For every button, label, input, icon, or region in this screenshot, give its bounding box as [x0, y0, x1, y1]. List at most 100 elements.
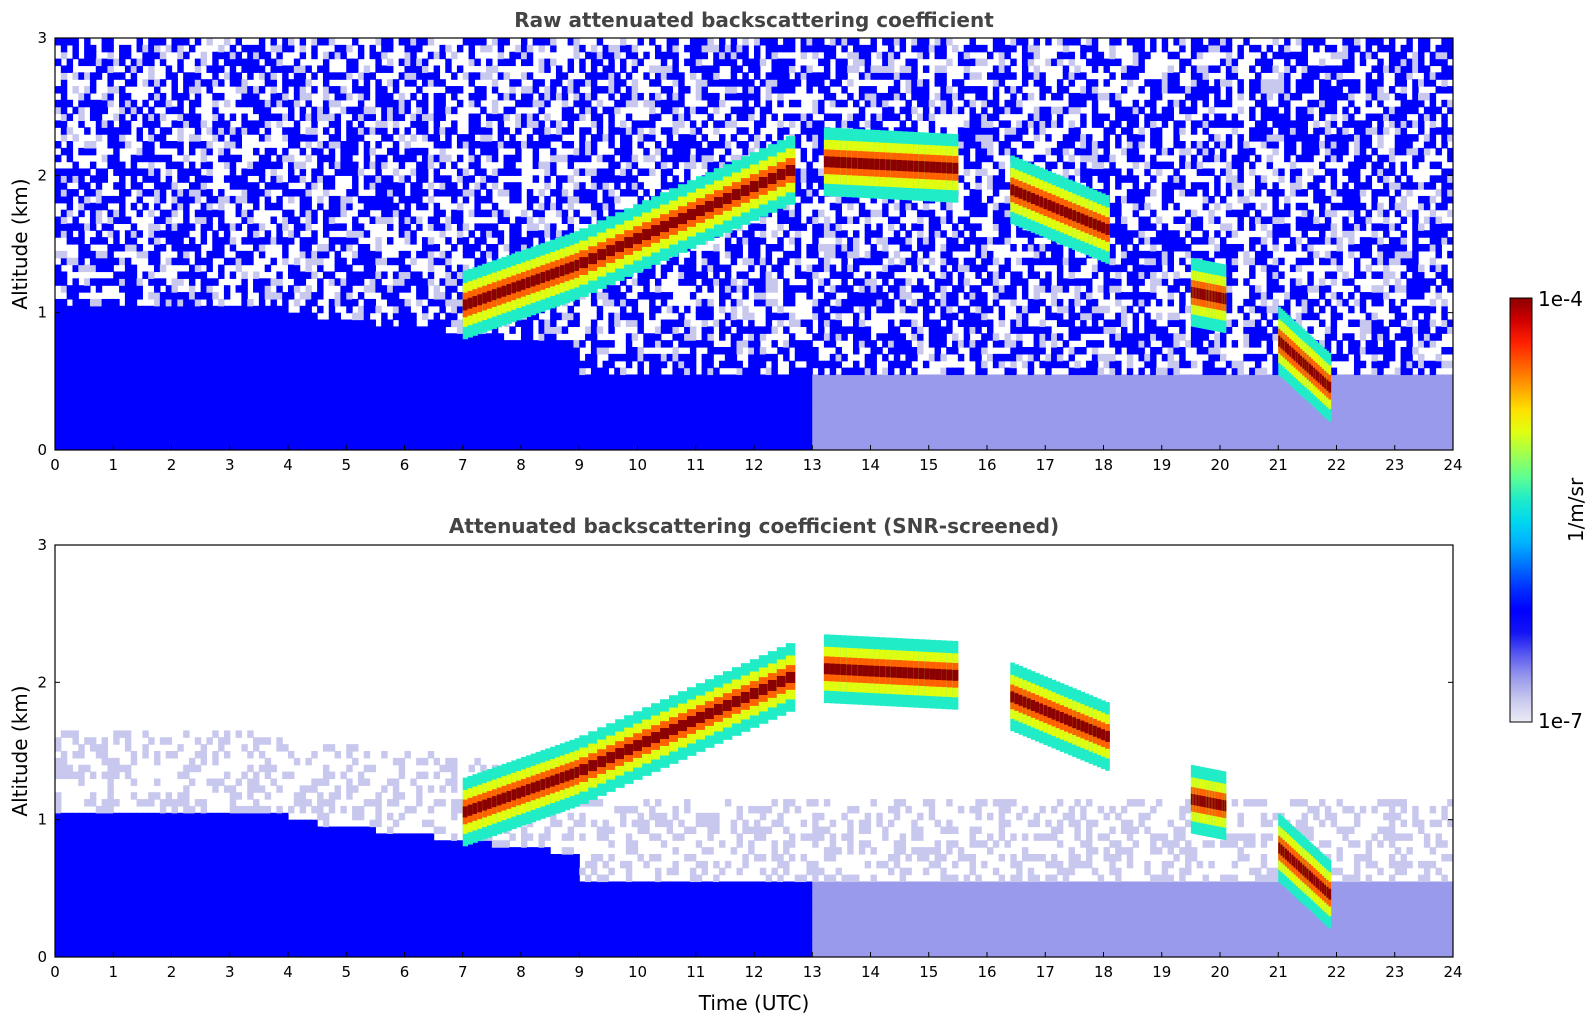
heatmap-cell [89, 326, 97, 334]
heatmap-cell [165, 72, 173, 80]
heatmap-cell [305, 408, 312, 417]
heatmap-cell [701, 38, 708, 46]
heatmap-cell [218, 250, 225, 259]
heatmap-cell [171, 278, 178, 286]
heatmap-cell [497, 340, 505, 348]
heatmap-cell [421, 347, 429, 355]
heatmap-cell [212, 99, 219, 108]
heatmap-cell [171, 292, 178, 300]
heatmap-cell [119, 120, 126, 128]
heatmap-cell [270, 401, 277, 410]
heatmap-cell [363, 374, 371, 382]
heatmap-cell [544, 408, 551, 417]
heatmap-cell [154, 38, 161, 46]
heatmap-cell [456, 209, 464, 218]
heatmap-cell [200, 202, 208, 211]
heatmap-cell [427, 408, 435, 417]
heatmap-cell [55, 99, 62, 108]
heatmap-cell [375, 120, 382, 128]
heatmap-cell [311, 326, 318, 334]
heatmap-cell [462, 422, 470, 430]
heatmap-cell [480, 395, 487, 403]
heatmap-cell [223, 285, 231, 293]
heatmap-cell [241, 257, 248, 266]
heatmap-cell [183, 353, 190, 362]
heatmap-cell [491, 79, 499, 87]
heatmap-cell [124, 65, 132, 73]
heatmap-cell [497, 401, 505, 410]
heatmap-cell [451, 429, 458, 437]
heatmap-cell [643, 99, 650, 108]
heatmap-cell [526, 44, 534, 53]
heatmap-cell [456, 264, 464, 273]
heatmap-cell [538, 381, 545, 389]
heatmap-cell [130, 271, 138, 279]
heatmap-cell [579, 415, 586, 424]
heatmap-cell [486, 415, 493, 424]
heatmap-cell [392, 326, 400, 334]
heatmap-cell [218, 134, 225, 142]
heatmap-cell [346, 264, 353, 273]
heatmap-cell [305, 305, 312, 314]
heatmap-cell [229, 429, 237, 437]
heatmap-cell [678, 436, 685, 444]
heatmap-cell [253, 353, 260, 362]
heatmap-cell [561, 209, 569, 218]
heatmap-cell [66, 99, 74, 108]
heatmap-cell [305, 415, 312, 424]
heatmap-cell [299, 113, 307, 121]
heatmap-cell [486, 429, 493, 437]
heatmap-cell [101, 44, 109, 53]
heatmap-cell [107, 360, 114, 369]
heatmap-cell [119, 168, 126, 176]
heatmap-cell [305, 92, 312, 101]
heatmap-cell [474, 244, 481, 252]
heatmap-cell [247, 298, 254, 307]
heatmap-cell [72, 257, 79, 266]
heatmap-cell [328, 381, 336, 389]
heatmap-cell [113, 278, 120, 286]
heatmap-cell [678, 72, 685, 80]
heatmap-cell [241, 436, 248, 444]
heatmap-cell [357, 347, 365, 355]
heatmap-cell [270, 65, 277, 73]
heatmap-cell [223, 326, 231, 334]
heatmap-cell [730, 408, 738, 417]
heatmap-cell [544, 340, 551, 348]
heatmap-cell [672, 388, 679, 396]
heatmap-cell [357, 305, 365, 314]
heatmap-cell [130, 326, 138, 334]
heatmap-cell [456, 436, 464, 444]
heatmap-cell [165, 99, 173, 108]
heatmap-cell [142, 319, 149, 327]
heatmap-cell [433, 436, 441, 444]
heatmap-cell [392, 257, 400, 266]
heatmap-cell [649, 99, 656, 108]
heatmap-cell [159, 415, 167, 424]
heatmap-cell [229, 161, 237, 170]
heatmap-cell [375, 388, 382, 396]
heatmap-cell [509, 182, 516, 190]
heatmap-cell [346, 292, 353, 300]
heatmap-cell [124, 44, 132, 53]
heatmap-cell [433, 381, 441, 389]
heatmap-cell [154, 216, 161, 224]
heatmap-cell [678, 381, 685, 389]
heatmap-cell [608, 395, 615, 403]
heatmap-cell [305, 429, 312, 437]
heatmap-cell [66, 175, 74, 183]
heatmap-cell [113, 298, 120, 307]
heatmap-cell [555, 401, 563, 410]
heatmap-cell [585, 79, 592, 87]
heatmap-cell [497, 429, 505, 437]
heatmap-cell [654, 333, 662, 341]
heatmap-cell [165, 353, 173, 362]
heatmap-cell [253, 305, 260, 314]
heatmap-cell [579, 408, 586, 417]
heatmap-cell [95, 312, 103, 321]
heatmap-cell [334, 141, 342, 149]
heatmap-cell [410, 58, 417, 67]
heatmap-cell [322, 182, 330, 190]
heatmap-cell [590, 175, 598, 183]
heatmap-cell [672, 154, 679, 163]
